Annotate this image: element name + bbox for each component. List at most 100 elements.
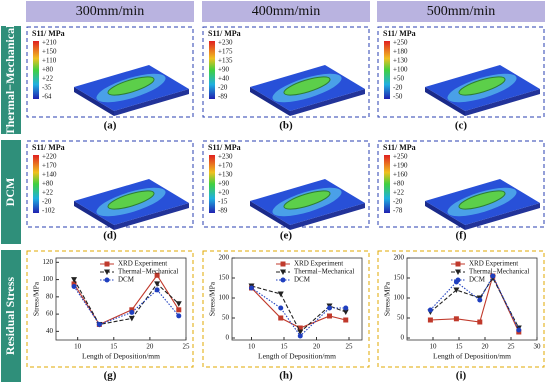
colorbar-title: S11/ MPa	[32, 29, 65, 38]
panel-label: (b)	[279, 120, 293, 132]
colorbar-tick: +140	[42, 171, 57, 179]
marker	[71, 283, 77, 289]
deposit	[458, 190, 506, 210]
row-label-bg	[1, 26, 21, 134]
panel-label: (a)	[104, 120, 117, 132]
deposit	[107, 76, 155, 96]
marker	[277, 291, 284, 297]
marker	[297, 325, 303, 331]
marker	[128, 315, 135, 322]
series-line	[430, 276, 520, 329]
panel-frame	[377, 26, 545, 118]
colorbar	[209, 155, 215, 213]
colorbar-title: S11/ MPa	[383, 143, 416, 152]
y-tick-label: 50	[222, 314, 230, 322]
colorbar-tick: +50	[393, 75, 404, 83]
x-tick-label: 10	[248, 343, 256, 351]
plot-frame	[55, 257, 187, 341]
deposit	[107, 190, 155, 210]
colorbar-tick: +80	[393, 180, 404, 188]
panel-label: (d)	[103, 230, 117, 242]
y-axis-label: Stress/MPa	[208, 281, 217, 316]
y-tick-label: 100	[219, 294, 230, 302]
plate-side	[290, 203, 365, 230]
marker	[175, 301, 182, 307]
colorbar-tick: +40	[218, 75, 229, 83]
colorbar-tick: -20	[393, 198, 403, 206]
colorbar-tick: +130	[218, 171, 233, 179]
marker	[427, 307, 433, 313]
row-label: Thermal−Mechanical	[3, 24, 17, 135]
y-tick-label: 0	[226, 334, 230, 342]
marker	[343, 317, 349, 323]
panel-label: (g)	[104, 370, 117, 382]
row-label-bg	[1, 140, 21, 244]
colorbar-tick: -64	[42, 93, 52, 101]
colorbar-tick: +170	[218, 162, 233, 170]
marker	[129, 309, 135, 315]
colorbar-tick: -15	[218, 198, 228, 206]
panel-label: (h)	[279, 370, 293, 382]
legend-label: Thermal−Mechanical	[294, 268, 354, 276]
marker	[453, 287, 460, 293]
legend-marker	[455, 277, 461, 283]
y-tick-label: 100	[394, 294, 405, 302]
row-label: DCM	[3, 178, 17, 207]
panel-frame	[202, 250, 370, 368]
y-tick-label: 50	[397, 314, 405, 322]
marker	[96, 321, 102, 327]
colorbar-tick: +230	[218, 39, 233, 47]
column-header-bg	[202, 1, 370, 22]
marker	[327, 305, 332, 311]
colorbar-tick: +80	[42, 180, 53, 188]
marker	[477, 319, 483, 325]
column-header: 500mm/min	[427, 4, 495, 19]
legend-label: DCM	[469, 276, 486, 284]
legend-marker	[280, 269, 286, 275]
colorbar-tick: +20	[218, 189, 229, 197]
y-axis-label: Stress/MPa	[383, 281, 392, 316]
y-tick-label: 120	[43, 258, 54, 266]
colorbar-tick: -89	[218, 207, 228, 215]
colorbar-title: S11/ MPa	[32, 143, 65, 152]
colorbar	[33, 155, 39, 213]
y-tick-label: 100	[43, 275, 54, 283]
panel-label: (c)	[455, 120, 468, 132]
x-tick-label: 10	[74, 343, 82, 351]
legend-marker	[104, 261, 110, 267]
colorbar-tick: +180	[393, 48, 408, 56]
x-tick-label: 20	[146, 343, 154, 351]
colorbar-tick: +250	[393, 39, 408, 47]
x-tick-label: 25	[508, 343, 516, 351]
deposit	[458, 76, 506, 96]
legend-marker	[280, 261, 286, 267]
colorbar-tick: +170	[42, 162, 57, 170]
marker	[278, 315, 284, 321]
legend-marker	[455, 269, 461, 275]
y-axis-label: Stress/MPa	[32, 281, 41, 316]
y-tick-label: 200	[394, 254, 405, 262]
series-line	[429, 274, 520, 331]
colorbar-tick: -20	[393, 84, 403, 92]
x-axis-label: Length of Deposition/mm	[433, 352, 511, 361]
legend-label: DCM	[118, 276, 135, 284]
colorbar-tick: -20	[218, 84, 228, 92]
plot-frame	[406, 257, 538, 341]
y-tick-label: 0	[401, 334, 405, 342]
panel-label: (e)	[280, 230, 293, 242]
colorbar-tick: -89	[218, 93, 228, 101]
colorbar	[384, 41, 390, 99]
x-tick-label: 25	[346, 343, 354, 351]
marker	[176, 313, 182, 319]
series-line	[73, 279, 180, 326]
plate-side	[114, 89, 189, 116]
colorbar-tick: +250	[393, 153, 408, 161]
panel-frame	[377, 250, 545, 368]
colorbar-tick: +175	[218, 48, 233, 56]
x-tick-label: 15	[456, 343, 464, 351]
colorbar-tick: +22	[42, 75, 53, 83]
plate-side	[290, 89, 365, 116]
x-tick-label: 10	[430, 343, 438, 351]
colorbar-tick: +90	[218, 66, 229, 74]
y-tick-label: 60	[46, 310, 54, 318]
